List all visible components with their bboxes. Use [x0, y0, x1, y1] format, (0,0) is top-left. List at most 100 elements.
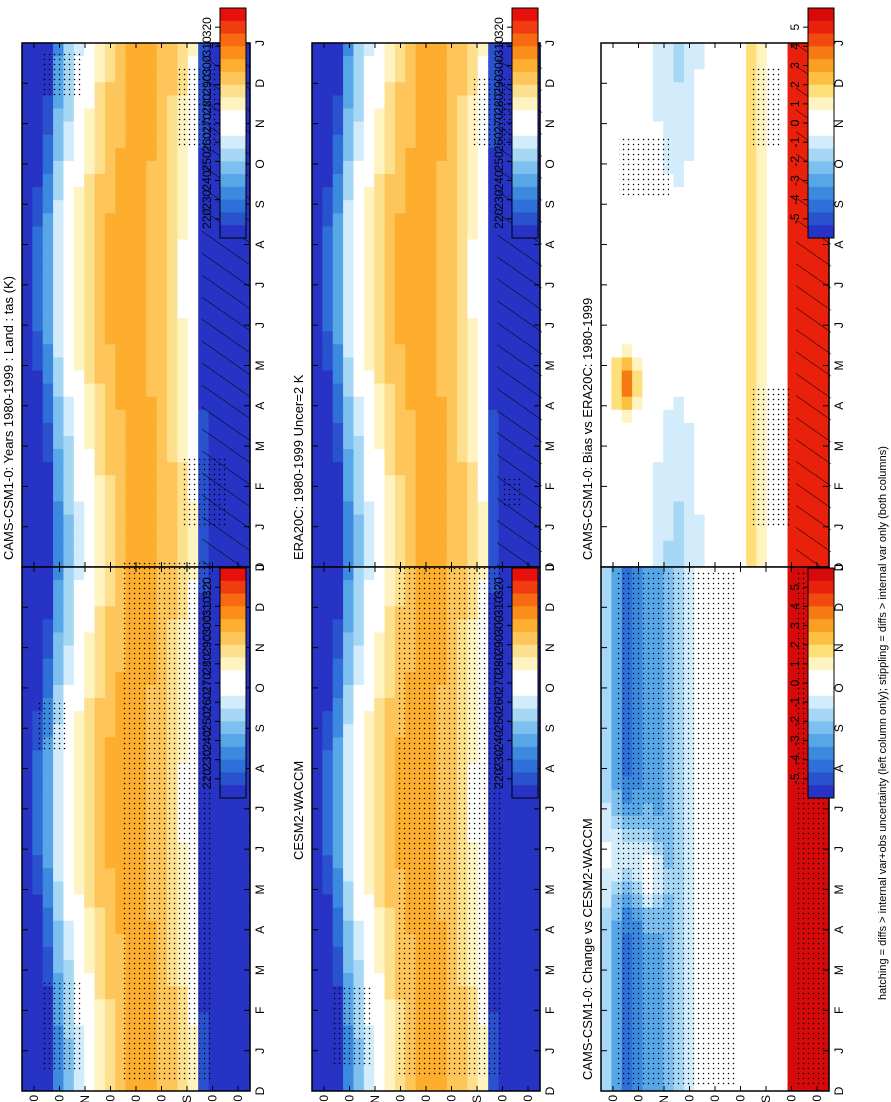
field-cell: [312, 500, 323, 515]
field-cell: [374, 906, 386, 921]
field-cell: [601, 409, 612, 423]
field-cell: [22, 749, 33, 764]
field-cell: [187, 265, 199, 279]
field-cell: [611, 121, 623, 135]
lat-tick-label: 80: [521, 1095, 535, 1102]
field-cell: [94, 527, 106, 541]
field-cell: [384, 396, 396, 410]
field-cell: [457, 409, 469, 423]
field-cell: [312, 173, 323, 188]
field-cell: [446, 382, 458, 397]
field-cell: [22, 592, 33, 607]
field-cell: [167, 94, 179, 109]
field-cell: [446, 147, 458, 161]
field-cell: [73, 946, 85, 960]
field-cell: [239, 867, 251, 882]
field-cell: [115, 474, 127, 489]
field-cell: [312, 68, 323, 83]
field-cell: [436, 540, 448, 554]
field-cell: [777, 343, 789, 358]
field-cell: [725, 42, 737, 57]
field-cell: [353, 121, 365, 135]
field-cell: [177, 212, 189, 227]
field-cell: [374, 134, 386, 148]
field-cell: [374, 789, 386, 803]
field-cell: [146, 265, 158, 279]
field-cell: [642, 396, 654, 410]
field-cell: [642, 487, 654, 502]
field-cell: [642, 343, 654, 358]
field-cell: [488, 409, 500, 423]
field-cell: [353, 933, 365, 947]
field-cell: [683, 107, 695, 122]
field-cell: [704, 527, 716, 541]
field-cell: [673, 527, 685, 541]
field-cell: [84, 382, 96, 397]
field-cell: [218, 1038, 230, 1052]
field-cell: [63, 147, 75, 161]
field-cell: [84, 645, 96, 659]
field-cell: [322, 186, 334, 201]
field-cell: [187, 278, 199, 292]
field-cell: [239, 1038, 251, 1052]
field-cell: [415, 500, 427, 515]
field-cell: [715, 330, 726, 345]
field-cell: [73, 749, 85, 764]
field-cell: [632, 369, 644, 384]
field-cell: [32, 173, 44, 188]
month-tick-label: A: [253, 926, 267, 934]
field-cell: [477, 409, 489, 423]
field-cell: [467, 212, 479, 227]
field-cell: [187, 186, 199, 201]
field-cell: [756, 1051, 768, 1065]
month-tick-label: D: [832, 79, 846, 88]
field-cell: [94, 789, 106, 803]
field-cell: [715, 487, 726, 502]
field-cell: [363, 710, 375, 725]
month-tick-label: J: [543, 40, 557, 46]
field-cell: [715, 396, 726, 410]
field-cell: [529, 959, 541, 974]
field-cell: [787, 55, 799, 70]
field-cell: [766, 212, 778, 227]
field-cell: [787, 160, 799, 174]
field-cell: [488, 42, 500, 57]
field-cell: [756, 252, 768, 266]
field-cell: [322, 265, 334, 279]
field-cell: [436, 186, 448, 201]
field-cell: [332, 173, 344, 188]
field-cell: [312, 1038, 323, 1052]
field-cell: [446, 330, 458, 345]
field-cell: [374, 382, 386, 397]
field-cell: [374, 723, 386, 738]
field-cell: [104, 1077, 116, 1091]
field-cell: [229, 1038, 241, 1052]
month-tick-label: J: [543, 524, 557, 530]
field-cell: [725, 369, 737, 384]
field-cell: [363, 291, 375, 305]
field-cell: [177, 186, 189, 201]
lat-tick-label: 80: [27, 1095, 41, 1102]
field-cell: [394, 173, 406, 188]
field-cell: [405, 540, 417, 554]
field-cell: [704, 265, 716, 279]
field-cell: [146, 330, 158, 345]
field-cell: [673, 42, 685, 57]
field-cell: [53, 134, 65, 148]
field-cell: [673, 212, 685, 227]
field-cell: [446, 265, 458, 279]
field-cell: [32, 828, 44, 843]
field-cell: [529, 1064, 541, 1078]
field-cell: [611, 107, 623, 122]
field-cell: [529, 893, 541, 908]
field-cell: [384, 356, 396, 371]
field-cell: [73, 330, 85, 345]
field-cell: [322, 147, 334, 161]
field-cell: [363, 212, 375, 227]
field-cell: [426, 199, 437, 214]
field-cell: [84, 514, 96, 528]
field-cell: [426, 55, 437, 70]
field-cell: [756, 540, 768, 554]
field-cell: [63, 658, 75, 672]
field-cell: [343, 867, 355, 882]
